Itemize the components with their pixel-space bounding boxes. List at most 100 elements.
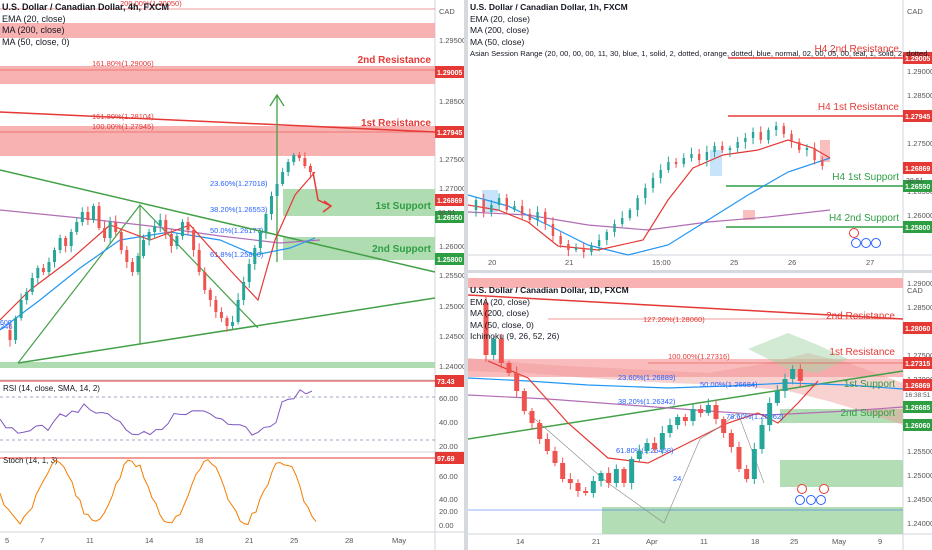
h4-price-tick-label: 1.25500 (439, 271, 464, 280)
h4-level-value-tag-text: 1.27945 (437, 130, 462, 137)
d1-price-tick-label: 1.24000 (907, 519, 932, 528)
h1-candle (813, 148, 816, 160)
h1-asian-box (710, 150, 722, 176)
h4-chart-panel[interactable]: 1.295001.290001.285001.280001.275001.270… (0, 0, 464, 550)
h4-fib-label: 100.00%(1.27945) (92, 122, 154, 131)
d1-level-value-tag-text: 1.27315 (905, 361, 930, 368)
h4-candle (164, 220, 168, 234)
d1-candle (514, 373, 520, 391)
h1-candle (659, 170, 662, 178)
d1-ma50-line (468, 377, 904, 390)
h1-indicator-ema: EMA (20, close) (470, 13, 530, 24)
h4-candle (236, 300, 240, 322)
h1-candle (597, 240, 601, 246)
h1-candle (736, 142, 739, 148)
h1-countdown: 38:51 (906, 178, 924, 185)
d1-price-tick-label: 1.25000 (907, 471, 932, 480)
h4-descending-trendline (0, 169, 436, 273)
h4-candle (253, 248, 257, 264)
h4-candle (119, 232, 123, 250)
h1-candle (728, 148, 732, 150)
h1-level-value-tag-text: 1.29005 (905, 56, 930, 63)
h4-fib-label: 38.20%(1.26553) (210, 205, 268, 214)
h4-stoch-label: Stoch (14, 1, 3) (3, 456, 58, 465)
h4-price-tick-label: 1.28500 (439, 97, 464, 106)
h4-candle (8, 330, 12, 340)
d1-candle (675, 417, 681, 425)
d1-price-tick-label: 1.27500 (907, 351, 932, 360)
h1-candle (613, 224, 616, 232)
h4-candle (214, 300, 218, 312)
h4-level-name: 1st Resistance (361, 118, 431, 129)
d1-time-tick: 11 (700, 537, 708, 546)
h1-candle (798, 142, 801, 150)
h1-session-box (820, 140, 830, 162)
h4-stoch-value-tag (435, 452, 464, 464)
h1-level-name: H4 1st Support (832, 172, 899, 183)
d1-fib-label: 127.20%(1.28060) (643, 315, 705, 324)
h4-candle (58, 238, 62, 250)
d1-indicator-ema: EMA (20, close) (470, 296, 530, 307)
d1-chart[interactable]: CAD1.290001.285001.280001.275001.270001.… (468, 273, 932, 550)
h1-candle (721, 146, 724, 150)
d1-candle (774, 391, 780, 403)
h4-candle (180, 222, 184, 236)
d1-fib-label: 100.00%(1.27316) (668, 352, 730, 361)
h4-candle (175, 236, 179, 246)
h1-candle (497, 198, 501, 205)
h1-indicator-asian-range: Asian Session Range (20, 00, 00, 00, 11,… (470, 49, 932, 58)
panel-separator-horizontal[interactable] (468, 270, 932, 273)
d1-level-value-tag-text: 1.28060 (905, 326, 930, 333)
h1-candle (590, 246, 593, 252)
h4-time-tick: May (392, 536, 406, 545)
panel-separator-vertical[interactable] (464, 0, 468, 550)
d1-price-tick-label: 1.29000 (907, 279, 932, 288)
d1-candle (629, 459, 635, 483)
h4-time-tick: 28 (345, 536, 353, 545)
h4-level-value-tag-text: 1.26550 (437, 215, 462, 222)
h4-candle (158, 220, 162, 226)
d1-candle (606, 473, 612, 483)
d1-indicator-ma200: MA (200, close) (470, 308, 530, 318)
h1-chart-panel[interactable]: CAD1.290001.285001.280001.275001.270001.… (468, 0, 932, 270)
d1-level-name: 2nd Support (841, 408, 896, 419)
h4-candle (225, 318, 229, 326)
d1-time-tick: Apr (646, 537, 658, 546)
h4-candle (130, 262, 134, 272)
d1-time-tick: 18 (751, 537, 759, 546)
h1-candle (520, 206, 524, 214)
h4-chart[interactable]: 1.295001.290001.285001.280001.275001.270… (0, 0, 464, 550)
d1-candle (598, 473, 604, 481)
d1-candle (521, 391, 527, 411)
d1-chart-panel[interactable]: CAD1.290001.285001.280001.275001.270001.… (468, 273, 932, 550)
h4-level-name: 2nd Support (372, 244, 432, 255)
h4-title: U.S. Dollar / Canadian Dollar, 4h, FXCM (2, 2, 170, 12)
h4-support-zone-2 (283, 237, 435, 260)
h4-fib-label: 50.0%(1.26177) (210, 226, 264, 235)
d1-resistance-trendline (468, 294, 904, 320)
h4-candle (247, 264, 251, 282)
d1-resistance-zone-top (468, 278, 903, 288)
d1-candle (621, 469, 627, 483)
d1-candle (506, 363, 512, 373)
h4-stoch-value-tag-text: 97.69 (437, 456, 455, 463)
h1-candle (628, 210, 632, 218)
h4-candle (69, 232, 73, 246)
d1-candle (636, 451, 642, 459)
d1-candle (483, 303, 489, 355)
d1-candle (744, 469, 750, 479)
h4-rsi-line (0, 389, 313, 436)
h1-news-flag-icon (851, 238, 861, 248)
h1-candle (705, 152, 709, 160)
h1-level-value-tag-text: 1.25800 (905, 225, 930, 232)
h1-candle (682, 158, 685, 164)
h4-time-tick: 25 (290, 536, 298, 545)
h4-rsi-tick: 20.00 (439, 442, 458, 451)
h1-chart[interactable]: CAD1.290001.285001.280001.275001.270001.… (468, 0, 932, 270)
h4-fib-label: 200.00%(1.30050) (120, 0, 182, 8)
h1-candle (782, 126, 786, 134)
d1-candle (698, 409, 704, 413)
h4-candle (14, 318, 18, 340)
d1-candle (690, 409, 696, 421)
d1-price-tick-label: 1.28500 (907, 303, 932, 312)
